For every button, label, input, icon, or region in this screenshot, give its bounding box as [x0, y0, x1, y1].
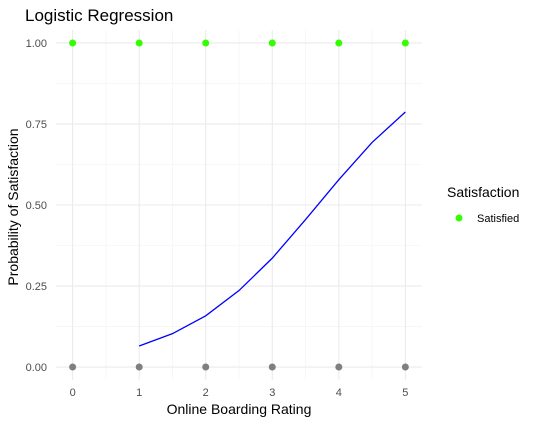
x-tick-label: 4: [336, 387, 342, 399]
data-point: [268, 363, 276, 371]
y-tick-label: 0.25: [26, 281, 47, 293]
data-point: [69, 39, 77, 47]
data-point: [135, 363, 143, 371]
x-tick-label: 1: [136, 387, 142, 399]
legend: Satisfaction Satisfied: [447, 184, 519, 225]
data-point: [202, 39, 210, 47]
data-point: [335, 363, 343, 371]
x-tick-label: 5: [402, 387, 408, 399]
data-point: [135, 39, 143, 47]
data-point: [69, 363, 77, 371]
data-point: [401, 363, 409, 371]
x-tick-label: 3: [269, 387, 275, 399]
y-tick-label: 0.75: [26, 119, 47, 131]
major-gridlines: [56, 30, 422, 380]
y-tick-label: 0.00: [26, 362, 47, 374]
x-tick-label: 0: [70, 387, 76, 399]
series-layer: [69, 39, 409, 371]
legend-key-satisfied: [455, 214, 463, 222]
legend-title: Satisfaction: [447, 184, 519, 200]
y-axis-title: Probability of Satisfaction: [5, 128, 21, 285]
y-tick-label: 1.00: [26, 38, 47, 50]
data-point: [401, 39, 409, 47]
x-tick-label: 2: [203, 387, 209, 399]
fitted-curve: [138, 111, 406, 347]
data-point: [335, 39, 343, 47]
x-axis-ticks: 0 1 2 3 4 5: [70, 387, 409, 399]
legend-label-satisfied: Satisfied: [477, 213, 519, 225]
y-tick-label: 0.50: [26, 200, 47, 212]
data-point: [202, 363, 210, 371]
y-axis-ticks: 0.00 0.25 0.50 0.75 1.00: [26, 38, 47, 374]
x-axis-title: Online Boarding Rating: [167, 401, 312, 417]
data-point: [268, 39, 276, 47]
chart-title: Logistic Regression: [25, 6, 173, 25]
